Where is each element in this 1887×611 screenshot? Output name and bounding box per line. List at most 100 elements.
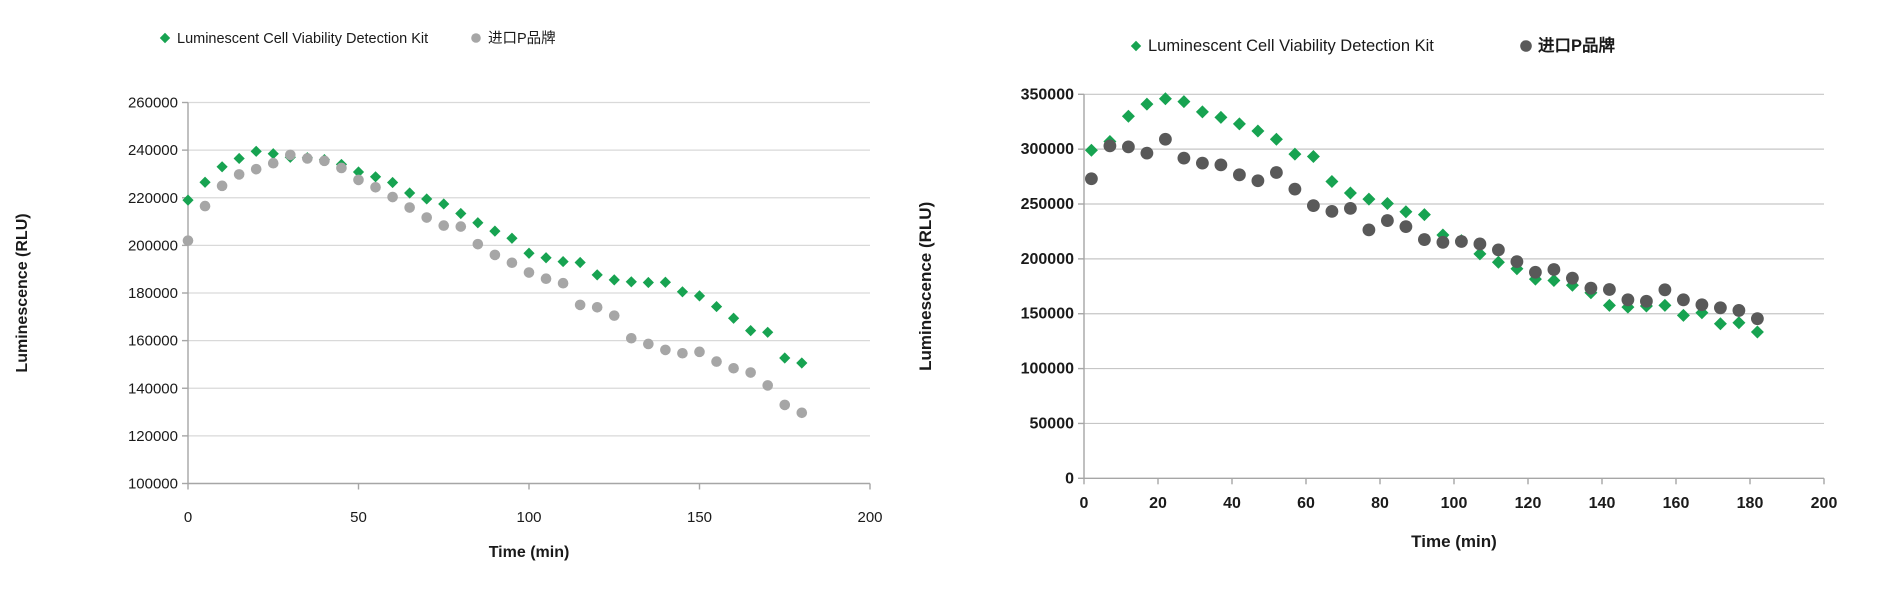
y-tick-label: 50000 — [1030, 415, 1075, 432]
data-point-diamond — [1676, 308, 1690, 322]
data-point-circle — [1085, 172, 1098, 186]
data-point-circle — [1251, 174, 1265, 188]
y-tick-label: 350000 — [1021, 86, 1074, 103]
data-point-circle — [1122, 140, 1135, 154]
data-point-circle — [1307, 199, 1320, 213]
y-tick-label: 160000 — [128, 333, 178, 350]
x-tick-label: 180 — [1737, 495, 1764, 512]
y-axis-title: Luminescence (RLU) — [916, 202, 935, 371]
data-point-circle — [1362, 223, 1376, 237]
data-point-circle — [1732, 304, 1746, 317]
x-tick-label: 100 — [1441, 495, 1468, 512]
data-point-diamond — [574, 256, 586, 269]
data-point-diamond — [233, 152, 245, 165]
data-point-diamond — [1399, 205, 1413, 219]
data-point-circle — [1233, 168, 1246, 182]
data-point-circle — [677, 347, 688, 359]
y-tick-label: 180000 — [128, 285, 178, 302]
data-point-circle — [1658, 283, 1672, 297]
data-point-diamond — [642, 276, 654, 289]
y-tick-label: 140000 — [128, 380, 178, 397]
data-point-diamond — [523, 247, 535, 259]
y-tick-label: 200000 — [1021, 251, 1074, 268]
data-point-circle — [728, 362, 739, 374]
data-point-diamond — [1084, 143, 1098, 157]
x-tick-label: 200 — [857, 509, 882, 526]
data-point-diamond — [1177, 95, 1191, 109]
data-point-circle — [233, 169, 245, 180]
y-tick-label: 250000 — [1021, 196, 1074, 213]
y-tick-label: 260000 — [128, 95, 178, 112]
y-tick-label: 100000 — [1021, 361, 1074, 378]
data-point-diamond — [745, 325, 757, 337]
data-point-circle — [1714, 301, 1727, 315]
data-point-circle — [1159, 132, 1172, 146]
data-point-diamond — [1473, 247, 1487, 261]
data-point-circle — [1677, 293, 1690, 307]
data-point-diamond — [267, 148, 279, 160]
data-point-diamond — [625, 276, 637, 288]
data-point-circle — [302, 153, 313, 164]
x-tick-label: 0 — [1080, 495, 1089, 512]
data-point-circle — [1473, 237, 1487, 251]
data-point-circle — [1436, 235, 1450, 249]
data-point-circle — [1196, 156, 1209, 170]
data-point-circle — [762, 380, 773, 391]
data-point-circle — [1381, 214, 1394, 227]
data-point-diamond — [1602, 298, 1616, 312]
data-point-circle — [1270, 166, 1283, 179]
x-tick-label: 200 — [1811, 495, 1838, 512]
data-point-circle — [319, 155, 330, 167]
data-point-circle — [557, 277, 569, 289]
data-point-circle — [1399, 220, 1413, 234]
data-point-diamond — [506, 232, 518, 244]
data-point-diamond — [1417, 208, 1431, 222]
data-point-diamond — [1325, 175, 1339, 189]
x-tick-label: 100 — [516, 509, 541, 526]
data-point-diamond — [421, 193, 433, 205]
legend-label: Luminescent Cell Viability Detection Kit — [1148, 37, 1434, 55]
data-point-diamond — [199, 176, 211, 188]
data-point-circle — [1288, 182, 1302, 196]
x-tick-label: 80 — [1371, 495, 1389, 512]
data-point-circle — [1492, 243, 1505, 257]
data-point-diamond — [352, 166, 365, 178]
data-point-diamond — [557, 255, 569, 268]
data-point-circle — [421, 212, 433, 223]
data-point-circle — [1140, 146, 1154, 160]
data-point-circle — [387, 191, 398, 203]
data-point-circle — [353, 174, 364, 186]
x-tick-label: 0 — [184, 509, 192, 526]
data-point-circle — [1510, 255, 1524, 269]
data-point-circle — [250, 163, 262, 175]
data-point-diamond — [182, 194, 194, 206]
data-point-circle — [745, 367, 756, 378]
data-point-circle — [1325, 204, 1339, 218]
data-point-circle — [1695, 298, 1709, 312]
data-point-circle — [796, 407, 808, 419]
y-tick-label: 120000 — [128, 428, 178, 445]
data-point-diamond — [369, 171, 382, 183]
data-point-circle — [779, 399, 791, 411]
data-point-diamond — [608, 274, 620, 286]
data-point-circle — [1177, 151, 1191, 165]
data-point-diamond — [1306, 150, 1320, 164]
data-point-circle — [1566, 271, 1579, 285]
legend-diamond-icon — [159, 32, 171, 44]
data-point-diamond — [1750, 325, 1764, 339]
data-point-diamond — [216, 161, 228, 173]
data-point-diamond — [591, 269, 603, 281]
data-point-diamond — [1362, 192, 1376, 206]
data-point-circle — [608, 310, 620, 321]
y-tick-label: 0 — [1065, 470, 1074, 487]
y-tick-label: 300000 — [1021, 141, 1074, 158]
x-tick-label: 50 — [350, 509, 367, 526]
data-point-circle — [489, 249, 501, 261]
data-point-circle — [694, 346, 705, 358]
data-point-circle — [182, 235, 194, 246]
data-point-diamond — [796, 357, 808, 369]
left-chart: 100000 120000 140000 160000 180000 200000 2200… — [14, 30, 883, 561]
data-point-circle — [1547, 263, 1561, 276]
legend-label: 进口P品牌 — [488, 30, 556, 47]
x-tick-label: 20 — [1149, 495, 1167, 512]
